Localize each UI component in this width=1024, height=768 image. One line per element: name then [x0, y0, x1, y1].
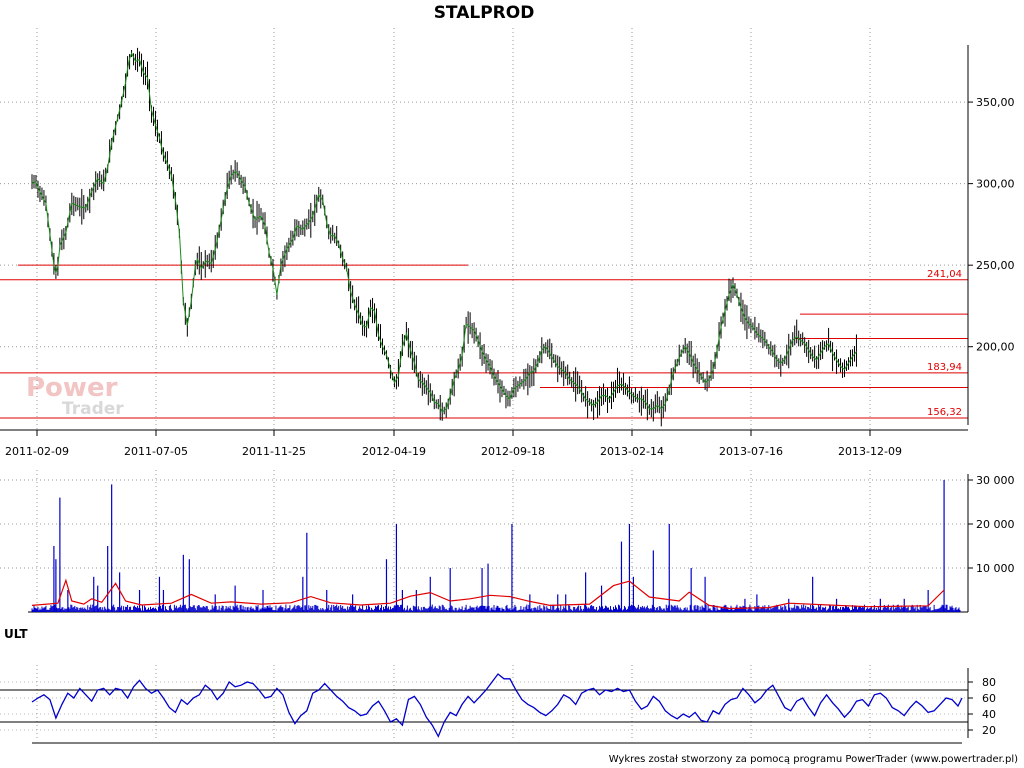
price-x-tick-label: 2011-07-05: [124, 445, 188, 458]
price-y-tick-label: 350,00: [976, 96, 1015, 109]
price-x-tick-label: 2011-11-25: [242, 445, 306, 458]
price-y-ticks: 200,00 250,00 300,00 350,00: [968, 96, 1015, 354]
footer-credit: Wykres został stworzony za pomocą progra…: [609, 754, 1018, 765]
watermark-trader-text: Trader: [62, 399, 124, 419]
ult-y-tick-label: 20: [982, 724, 996, 737]
ult-panel-title: ULT: [4, 627, 28, 641]
chart-title: STALPROD: [434, 3, 535, 23]
watermark-power-text: Power: [26, 373, 118, 403]
price-series: [31, 47, 857, 427]
ult-y-ticks: 20 40 60 80: [968, 676, 996, 737]
ult-grid: [0, 665, 968, 740]
price-x-tick-label: 2013-07-16: [719, 445, 783, 458]
price-grid: [0, 28, 968, 436]
price-trend-line: [31, 51, 857, 413]
price-level-label: 183,94: [927, 362, 962, 373]
price-x-tick-label: 2011-02-09: [5, 445, 69, 458]
powertrader-watermark: Power Trader: [26, 373, 124, 419]
price-y-tick-label: 250,00: [976, 259, 1015, 272]
price-x-tick-label: 2012-04-19: [362, 445, 426, 458]
volume-grid: [0, 470, 968, 612]
volume-y-tick-label: 10 000: [976, 562, 1015, 575]
volume-y-ticks: 10 000 20 000 30 000: [968, 474, 1015, 575]
ult-line: [31, 673, 963, 738]
price-levels: 241,04 183,94 156,32: [0, 264, 968, 419]
price-level-label: 156,32: [927, 407, 962, 418]
price-x-tick-label: 2013-02-14: [600, 445, 664, 458]
price-y-tick-label: 200,00: [976, 341, 1015, 354]
ult-y-tick-label: 40: [982, 708, 996, 721]
volume-y-tick-label: 30 000: [976, 474, 1015, 487]
price-x-tick-label: 2012-09-18: [481, 445, 545, 458]
price-level-label: 241,04: [927, 269, 962, 280]
price-x-ticks: 2011-02-09 2011-07-05 2011-11-25 2012-04-19…: [5, 445, 902, 458]
volume-average-line: [31, 578, 945, 610]
price-y-tick-label: 300,00: [976, 178, 1015, 191]
volume-y-tick-label: 20 000: [976, 518, 1015, 531]
ult-y-tick-label: 60: [982, 692, 996, 705]
ult-y-tick-label: 80: [982, 676, 996, 689]
price-x-tick-label: 2013-12-09: [838, 445, 902, 458]
